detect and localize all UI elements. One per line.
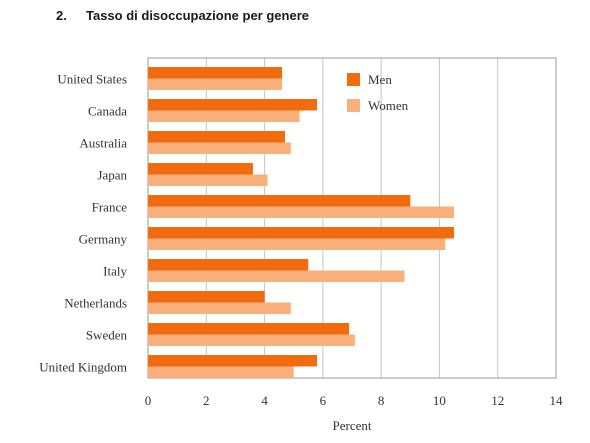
bar-men <box>148 323 350 335</box>
bar-men <box>148 259 309 271</box>
x-tick-label: 10 <box>433 393 446 408</box>
bar-women <box>148 78 283 90</box>
chart-heading: 2. Tasso di disoccupazione per genere <box>56 8 309 23</box>
bar-men <box>148 131 285 143</box>
bar-women <box>148 110 300 122</box>
bar-women <box>148 206 454 218</box>
category-label: United Kingdom <box>39 360 127 375</box>
category-label: United States <box>57 72 127 87</box>
x-tick-label: 4 <box>261 393 268 408</box>
bar-women <box>148 238 446 250</box>
chart-number: 2. <box>56 8 67 23</box>
category-label: Netherlands <box>64 296 127 311</box>
bar-women <box>148 174 268 186</box>
category-labels: United States Canada Australia Japan France G… <box>39 72 127 375</box>
x-tick-label: 0 <box>145 393 152 408</box>
x-tick-label: 8 <box>378 393 385 408</box>
bars <box>148 67 454 378</box>
legend-swatch-men <box>347 73 360 86</box>
bar-women <box>148 142 291 154</box>
category-label: Germany <box>79 232 128 247</box>
bar-women <box>148 334 355 346</box>
category-label: Canada <box>88 104 127 119</box>
category-label: Japan <box>97 168 127 183</box>
bar-men <box>148 355 318 367</box>
legend-label-women: Women <box>368 98 409 113</box>
x-tick-label: 14 <box>550 393 564 408</box>
bar-men <box>148 99 318 111</box>
x-tick-label: 12 <box>491 393 504 408</box>
bar-men <box>148 291 265 303</box>
bar-women <box>148 302 291 314</box>
x-tick-label: 2 <box>203 393 210 408</box>
x-tick-labels: 0 2 4 6 8 10 12 14 <box>145 393 563 408</box>
bar-men <box>148 163 253 175</box>
legend-swatch-women <box>347 99 360 112</box>
category-label: France <box>92 200 128 215</box>
chart-title: Tasso di disoccupazione per genere <box>86 8 309 23</box>
bar-women <box>148 366 294 378</box>
category-label: Australia <box>79 136 127 151</box>
category-label: Sweden <box>86 328 128 343</box>
category-label: Italy <box>103 264 127 279</box>
x-axis-title: Percent <box>333 418 372 433</box>
bar-men <box>148 195 411 207</box>
legend: Men Women <box>347 72 409 113</box>
bar-women <box>148 270 405 282</box>
x-tick-label: 6 <box>320 393 327 408</box>
legend-label-men: Men <box>368 72 392 87</box>
bar-men <box>148 67 283 79</box>
bar-men <box>148 227 454 239</box>
